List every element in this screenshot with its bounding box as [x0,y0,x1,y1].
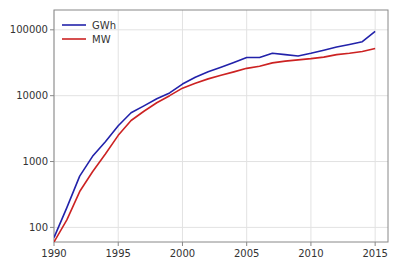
y-tick [50,29,54,30]
y-tick [50,161,54,162]
x-tick-label: 2010 [298,248,323,259]
legend-swatch [62,24,86,26]
y-tick [50,95,54,96]
plot-frame [54,10,388,242]
chart-container: 1990 1995 2000 2005 2010 2015 100 1000 10000 1000… [0,0,400,266]
x-grid-line [182,10,183,242]
y-grid-line [54,161,388,162]
y-tick-label: 100000 [10,24,48,35]
x-tick-label: 1995 [106,248,131,259]
y-tick-label: 1000 [23,156,48,167]
series-line [54,31,375,237]
x-tick [118,242,119,246]
x-tick-label: 2005 [234,248,259,259]
y-tick-label: 100 [29,222,48,233]
x-tick [182,242,183,246]
x-tick-label: 1990 [41,248,66,259]
legend: GWh MW [62,20,116,45]
x-tick [54,242,55,246]
x-grid-line [375,10,376,242]
x-tick [310,242,311,246]
chart-svg: 1990 1995 2000 2005 2010 2015 100 1000 10000 1000… [0,0,400,266]
series-group [54,31,375,242]
y-grid-line [54,227,388,228]
x-tick [246,242,247,246]
series-line [54,49,375,242]
x-tick [375,242,376,246]
y-tick-label: 10000 [16,90,48,101]
legend-label: GWh [92,20,116,31]
y-grid-line [54,95,388,96]
axes: 1990 1995 2000 2005 2010 2015 100 1000 10000 1000… [10,10,388,259]
x-grid-line [310,10,311,242]
x-grid-line [246,10,247,242]
plot-background [54,10,388,242]
legend-swatch [62,38,86,40]
x-tick-label: 2015 [362,248,387,259]
grid [54,10,388,242]
y-tick [50,227,54,228]
legend-label: MW [92,34,111,45]
x-tick-label: 2000 [170,248,195,259]
